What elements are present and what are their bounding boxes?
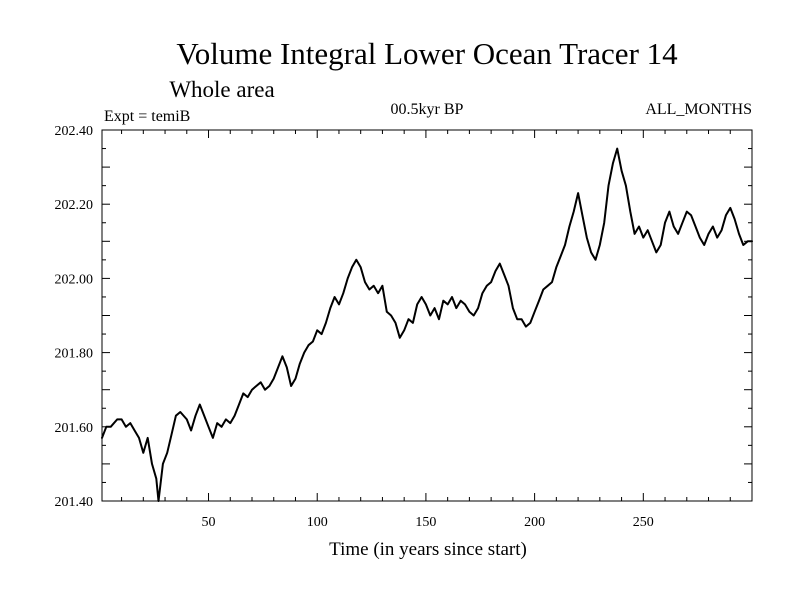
- chart-subtitle: Whole area: [169, 77, 274, 102]
- y-tick-label: 201.60: [55, 421, 94, 436]
- y-tick-label: 201.80: [55, 347, 94, 362]
- x-tick-label: 200: [524, 515, 545, 530]
- y-tick-label: 202.20: [55, 198, 94, 213]
- y-tick-label: 202.40: [55, 124, 94, 139]
- chart-title: Volume Integral Lower Ocean Tracer 14: [176, 36, 678, 71]
- y-axis: 201.40 201.60 201.80 202.00 202.20 202.40: [55, 124, 752, 510]
- y-tick-label: 202.00: [55, 272, 94, 287]
- experiment-label: Expt = temiB: [104, 108, 190, 125]
- period-label: 00.5kyr BP: [391, 101, 464, 118]
- y-tick-label: 201.40: [55, 495, 94, 510]
- plot-frame: [101, 129, 753, 502]
- x-tick-label: 250: [633, 515, 654, 530]
- x-tick-label: 150: [415, 515, 436, 530]
- x-axis-label: Time (in years since start): [329, 539, 527, 560]
- x-tick-label: 100: [307, 515, 328, 530]
- x-tick-label: 50: [202, 515, 216, 530]
- series-line-tracer-14: [101, 147, 753, 502]
- months-label: ALL_MONTHS: [645, 101, 752, 118]
- x-axis: 50 100 150 200 250: [121, 130, 753, 530]
